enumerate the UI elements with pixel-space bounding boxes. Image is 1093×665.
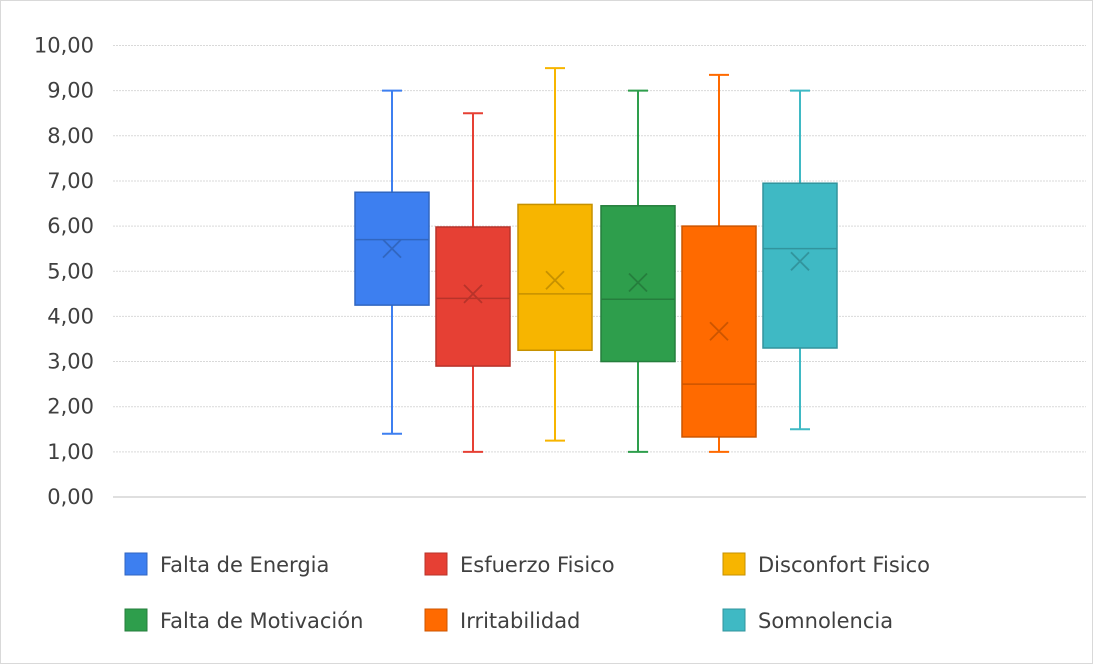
y-tick-label: 7,00 xyxy=(47,169,94,193)
legend-label: Esfuerzo Fisico xyxy=(460,553,615,577)
box-2 xyxy=(435,226,511,367)
y-tick-label: 5,00 xyxy=(47,259,94,283)
y-tick-label: 8,00 xyxy=(47,124,94,148)
y-tick-label: 1,00 xyxy=(47,440,94,464)
y-tick-label: 0,00 xyxy=(47,485,94,509)
mean-marker xyxy=(463,284,483,304)
legend-label: Falta de Energia xyxy=(160,553,329,577)
legend-label: Somnolencia xyxy=(758,609,893,633)
mean-marker xyxy=(545,270,565,290)
y-tick-label: 4,00 xyxy=(47,304,94,328)
legend-swatch xyxy=(124,608,148,632)
legend-swatch xyxy=(424,552,448,576)
y-tick-label: 9,00 xyxy=(47,79,94,103)
box-6 xyxy=(762,182,838,349)
y-tick-label: 6,00 xyxy=(47,214,94,238)
legend-swatch xyxy=(424,608,448,632)
legend-swatch xyxy=(722,552,746,576)
legend-swatch xyxy=(722,608,746,632)
legend-swatch xyxy=(124,552,148,576)
y-tick-label: 3,00 xyxy=(47,350,94,374)
legend-label: Falta de Motivación xyxy=(160,609,363,633)
mean-marker xyxy=(709,321,729,341)
box-3 xyxy=(517,203,593,352)
legend-label: Disconfort Fisico xyxy=(758,553,930,577)
mean-marker xyxy=(628,272,648,293)
mean-marker xyxy=(790,251,810,271)
legend-label: Irritabilidad xyxy=(460,609,580,633)
y-tick-label: 10,00 xyxy=(34,34,94,58)
y-tick-label: 2,00 xyxy=(47,395,94,419)
mean-marker xyxy=(382,239,402,259)
